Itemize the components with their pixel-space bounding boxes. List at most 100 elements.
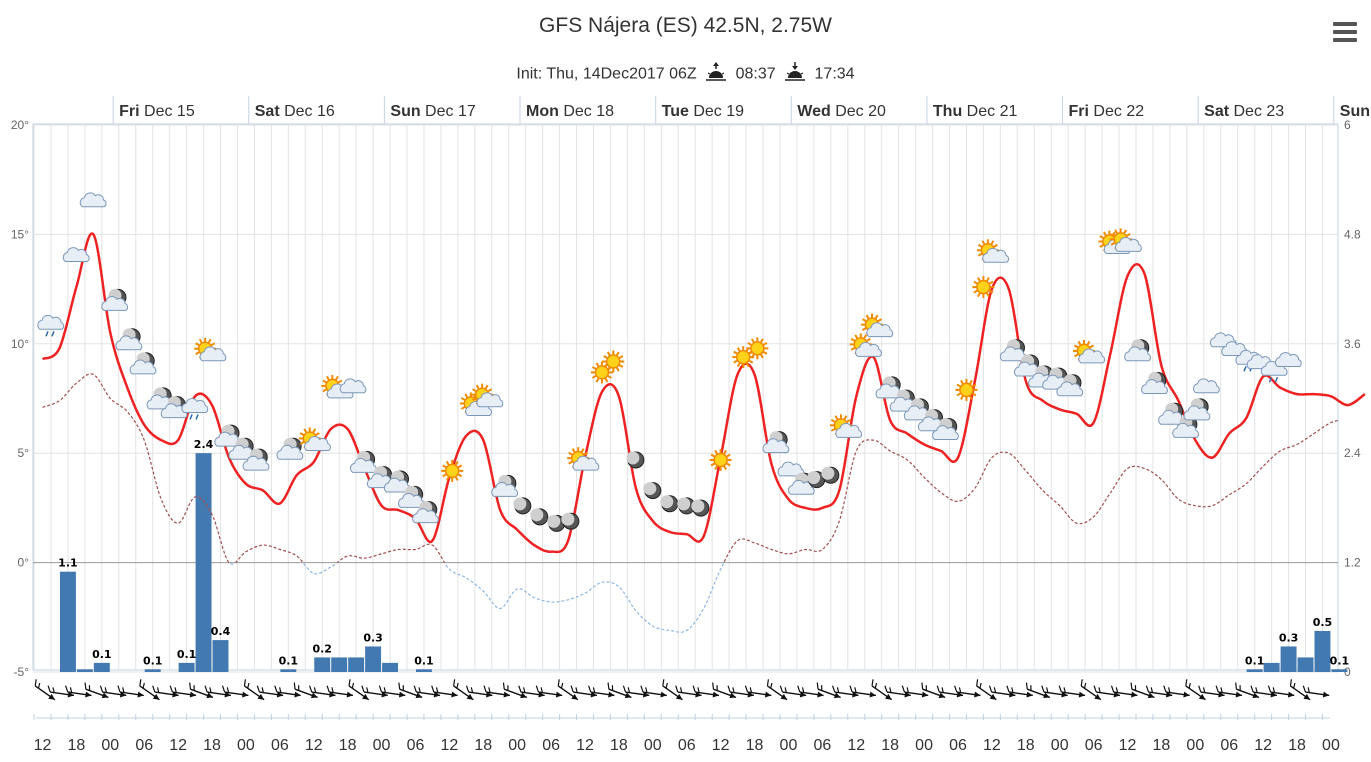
cloud-moon-icon <box>999 339 1027 362</box>
wind-barb-head <box>137 691 144 698</box>
sun-ray <box>846 418 851 423</box>
day-label: Sat Dec 23 <box>1204 103 1284 120</box>
wind-barb-head <box>119 691 127 698</box>
wind-barb-feather <box>744 685 749 693</box>
wind-barb-head <box>921 691 929 698</box>
cloud-moon-icon <box>787 472 815 495</box>
day-name: Fri <box>119 103 139 120</box>
wind-barb <box>139 679 160 701</box>
precip-bar <box>314 657 331 672</box>
sun-ray <box>457 473 463 478</box>
hamburger-icon[interactable] <box>1333 22 1357 44</box>
left-axis-tick: 0° <box>18 556 30 570</box>
wind-barb-head <box>956 691 964 698</box>
wind-barb-feather <box>784 687 787 693</box>
wind-barb <box>1058 685 1086 698</box>
precip-bar <box>1331 669 1348 672</box>
precip-bar <box>178 662 195 672</box>
wind-barb <box>816 682 841 699</box>
wind-barb <box>588 685 615 698</box>
precip-bar <box>59 571 76 672</box>
wind-barb <box>256 685 284 698</box>
precip-label: 0.3 <box>363 631 383 644</box>
wind-barb-feather <box>570 685 574 693</box>
day-name: Sun <box>390 103 420 120</box>
cloud-shape <box>762 438 790 454</box>
sun-ray <box>747 341 752 346</box>
wind-barb-feather <box>122 687 125 693</box>
sun-disc <box>976 279 991 295</box>
wind-barb-feather <box>293 682 296 690</box>
cloud-shape <box>476 392 504 408</box>
sun-ray <box>981 240 986 245</box>
wind-barb-feather <box>697 687 700 693</box>
day-date: Dec 15 <box>140 103 195 120</box>
sun-ray <box>207 338 212 344</box>
wind-barb-feather <box>640 685 644 693</box>
sun-cloud-icon <box>1072 339 1106 364</box>
wind-barb-feather <box>1307 687 1310 693</box>
hour-label: 18 <box>746 737 764 754</box>
sun-ray <box>960 395 964 400</box>
wind-barb-feather <box>1202 687 1206 693</box>
day-name: Wed <box>797 103 830 120</box>
cloud-shape <box>412 508 439 524</box>
wind-barb-feather <box>37 682 41 689</box>
wind-barb-head <box>486 691 493 698</box>
wind-barb-feather <box>204 685 208 693</box>
wind-barb-feather <box>797 685 801 693</box>
wind-barb-feather <box>1163 685 1167 693</box>
wind-barb-head <box>224 691 231 698</box>
sun-ray <box>606 367 611 372</box>
day-name: Sun <box>1340 103 1370 120</box>
wind-barb-head <box>329 691 336 698</box>
cloud-moon-icon <box>101 288 129 311</box>
precip-label: 2.4 <box>194 438 214 451</box>
wind-barb-feather <box>1083 682 1087 689</box>
precip-bar <box>212 640 229 672</box>
sun-ray <box>1073 344 1079 349</box>
cloud-shape <box>199 346 227 362</box>
hour-label: 00 <box>101 737 119 754</box>
precip-bar <box>1297 657 1314 672</box>
wind-barb <box>502 682 528 699</box>
hour-label: 06 <box>678 737 696 754</box>
precip-bar <box>280 669 297 672</box>
wind-barb <box>152 685 179 698</box>
hour-label: 12 <box>1254 737 1272 754</box>
cloud-shape <box>79 192 107 208</box>
wind-barb-feather <box>226 687 230 693</box>
hour-label: 06 <box>542 737 560 754</box>
wind-barb-head <box>276 691 284 698</box>
plot-frame <box>32 123 1339 671</box>
wind-barb-feather <box>849 685 853 693</box>
rain-drop <box>1274 376 1279 383</box>
wind-barb-feather <box>523 687 526 693</box>
sun-ray <box>568 460 573 465</box>
wind-barb-feather <box>979 682 982 689</box>
dewpoint-line-above <box>42 373 1338 563</box>
cloud-moon-icon <box>491 474 518 497</box>
right-axis-tick: 2.4 <box>1344 446 1361 460</box>
wind-barb-feather <box>607 682 610 690</box>
sun-disc <box>444 463 460 479</box>
wind-barb-head <box>869 691 876 698</box>
sun-ray <box>834 415 839 420</box>
sun-ray <box>322 379 327 384</box>
wind-barb-feather <box>483 685 487 693</box>
cloud-icon <box>79 192 107 208</box>
sun-ray <box>714 465 718 470</box>
wind-barb-head <box>451 691 458 698</box>
precip-label: 0.2 <box>312 642 332 655</box>
wind-barb-head <box>242 691 249 698</box>
sun-ray <box>1114 229 1119 234</box>
wind-barb-head <box>1147 692 1155 699</box>
wind-barb <box>1250 685 1278 698</box>
sun-cloud-icon <box>861 313 894 338</box>
sun-ray <box>850 346 856 351</box>
precipitation-bars: 1.1 0.1 0.1 0.1 2.4 0.4 0.1 0.2 0.3 0.1 0.1 0.3 0.5 0… <box>58 438 1349 672</box>
day-name: Sat <box>255 103 281 120</box>
wind-barb <box>921 682 946 699</box>
hour-label: 00 <box>373 737 391 754</box>
cloud-moon-icon <box>1158 402 1185 425</box>
